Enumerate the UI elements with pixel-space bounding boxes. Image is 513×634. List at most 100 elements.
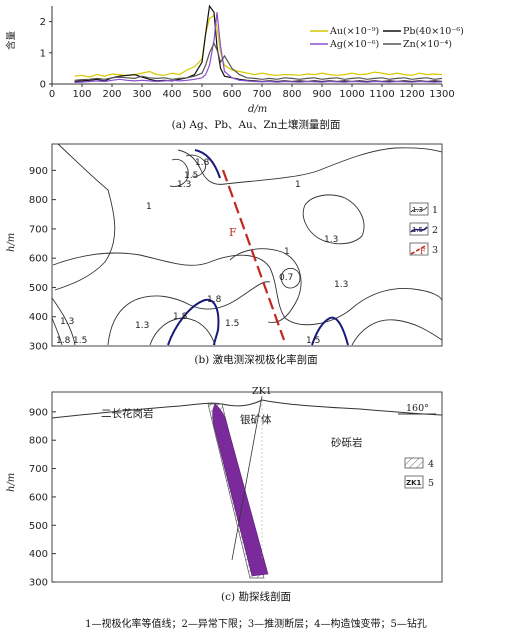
anomaly-limit-group: [167, 149, 349, 346]
drill-hole: [231, 395, 263, 561]
contour-label: 1: [146, 202, 152, 212]
y-axis-label: 含量: [5, 30, 17, 50]
contour-label: 0.7: [279, 273, 293, 283]
contour-label: 1.3: [334, 280, 348, 290]
legend-anomaly-num: 2: [432, 225, 438, 236]
series-line-2: [74, 12, 443, 83]
contour-labels: 1.8 1.5 1.3 1 1 1.3 1 1.3 0.7 1.8 1.8 1.…: [56, 158, 348, 346]
x-tick-label: 1300: [429, 89, 454, 100]
ore-body-label: 银矿体: [240, 413, 272, 426]
contour-label: 1.3: [177, 180, 191, 190]
legend-box-drill: [404, 475, 424, 489]
contour-label: 1.3: [135, 321, 149, 331]
legend-drill-sym: ZK1: [406, 479, 422, 487]
isoline: [185, 154, 207, 177]
sandstone-label: 砂砾岩: [331, 436, 363, 449]
ip-sounding-section: 900 800 700 600 500 400 300 h/m F: [6, 143, 443, 366]
inferred-fault-line: [221, 169, 286, 341]
x-tick-label: 200: [102, 89, 121, 100]
anomaly-limit-line: [311, 316, 349, 346]
legend-isoline-sym: 1.3: [412, 206, 423, 214]
x-tick-label: 300: [132, 89, 151, 100]
contour-label: 1: [284, 247, 290, 257]
y-tick-label: 800: [29, 195, 48, 206]
y-tick-label: 500: [29, 521, 48, 532]
legend-label-zn: Zn(×10⁻⁴): [403, 39, 452, 50]
y-tick-label: 900: [29, 407, 48, 418]
x-tick-label: 600: [222, 89, 241, 100]
legend-anomaly-sym: 1.5: [412, 226, 423, 234]
contour-label: 1.5: [73, 336, 87, 346]
isoline: [280, 267, 301, 289]
y-tick-label: 500: [29, 283, 48, 294]
y-tick-label: 900: [29, 166, 48, 177]
section-frame: [51, 391, 443, 583]
silver-ore-body: [212, 403, 269, 577]
anomaly-limit-line: [167, 298, 220, 346]
isoline: [51, 297, 76, 346]
y-tick-label: 1: [40, 48, 46, 59]
contour-label: 1.8: [56, 336, 71, 346]
drill-label: ZK1: [252, 386, 272, 397]
legend-isoline-icon: [410, 206, 428, 213]
y-tick-label: 600: [29, 254, 48, 265]
legend-isoline-num: 1: [432, 205, 438, 216]
x-axis-label: d/m: [248, 104, 267, 115]
x-tick-label: 1200: [399, 89, 424, 100]
x-tick-label: 100: [72, 89, 91, 100]
y-tick-label: 400: [29, 312, 48, 323]
isoline: [229, 248, 302, 323]
contour-label: 1.3: [324, 235, 338, 245]
isoline: [107, 281, 271, 346]
exploration-line-section: 900 800 700 600 500 400 300 h/m ZK1 160° 二长花岗岩…: [6, 386, 443, 603]
y-tick-label: 700: [29, 224, 48, 235]
y-tick-label: 800: [29, 436, 48, 447]
isoline: [54, 143, 116, 291]
legend-label-pb: Pb(40×10⁻⁶): [403, 26, 464, 37]
isoline: [149, 317, 216, 346]
section-legend-c: 4 ZK1 5: [404, 457, 434, 489]
contour-label: 1.3: [60, 317, 74, 327]
y-tick-label: 600: [29, 492, 48, 503]
series-line-3: [74, 42, 443, 81]
legend-alteration-num: 4: [428, 459, 434, 470]
legend-box-isoline: [409, 202, 429, 216]
isoline: [302, 194, 365, 245]
legend-fault-sym: F: [420, 247, 426, 256]
y-tick-label: 300: [29, 342, 48, 353]
panel-b-caption: (b) 激电测深视极化率剖面: [194, 353, 317, 366]
y-tick-label: 300: [29, 578, 48, 589]
y-tick-label: 400: [29, 549, 48, 560]
footnote: 1—视极化率等值线；2—异常下限；3—推测断层；4—构造蚀变带；5—钻孔: [85, 617, 427, 630]
x-tick-label: 400: [162, 89, 181, 100]
isoline: [169, 158, 189, 187]
contour-label: 1.8: [207, 295, 222, 305]
x-tick-label: 800: [282, 89, 301, 100]
contour-label: 1.8: [173, 312, 188, 322]
b-y-axis-label: h/m: [6, 233, 17, 252]
anomaly-limit-line: [194, 149, 221, 179]
isoline-group: [51, 143, 443, 346]
isoline: [52, 252, 443, 326]
panel-a-caption: (a) Ag、Pb、Au、Zn土壤测量剖面: [172, 118, 341, 131]
x-tick-label: 900: [312, 89, 331, 100]
contour-label: 1.5: [225, 319, 239, 329]
legend-fault-icon: [410, 244, 428, 255]
legend-box-anomaly: [409, 222, 429, 236]
panel-c-caption: (c) 勘探线剖面: [221, 590, 291, 603]
legend-drill-num: 5: [428, 478, 434, 489]
legend-box-alteration: [404, 457, 424, 469]
isoline: [351, 319, 443, 346]
x-tick-label: 700: [252, 89, 271, 100]
soil-survey-chart: 0 100 200 300 400 500 600 700 800 900 1000 1100 1200…: [5, 4, 464, 131]
contour-frame: [51, 143, 443, 347]
contour-label: 1.8: [195, 158, 210, 168]
y-tick-label: 700: [29, 464, 48, 475]
y-tick-label: 0: [40, 80, 46, 91]
chart-legend: Au(×10⁻⁹) Pb(40×10⁻⁶) Ag(×10⁻⁶) Zn(×10⁻⁴…: [310, 26, 464, 50]
x-tick-label: 0: [49, 89, 55, 100]
fault-label: F: [229, 226, 237, 239]
contour-label: 1.5: [184, 171, 198, 181]
x-tick-label: 1100: [369, 89, 394, 100]
